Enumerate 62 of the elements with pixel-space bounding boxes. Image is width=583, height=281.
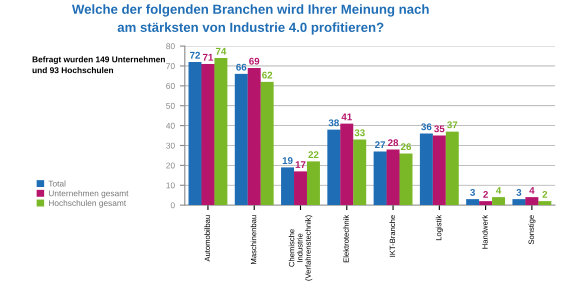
bar <box>538 201 552 206</box>
bar <box>214 58 228 206</box>
data-label: 4 <box>496 187 502 194</box>
text: Befragt wurden 149 Unternehmen und 93 Hochschulen <box>32 56 165 74</box>
data-label: 69 <box>249 58 260 65</box>
bar <box>400 153 412 206</box>
bar <box>432 136 446 206</box>
bar <box>386 149 400 206</box>
y-tick-label: 60 <box>166 83 175 89</box>
bar <box>281 167 294 206</box>
bar <box>248 68 261 206</box>
bar <box>374 151 387 206</box>
bar <box>234 74 248 206</box>
legend-label: Total <box>48 180 66 187</box>
bar <box>479 201 492 206</box>
data-label: 38 <box>328 119 339 126</box>
data-label: 22 <box>308 151 318 158</box>
y-tick-label: 40 <box>166 122 175 129</box>
data-label: 37 <box>447 121 458 128</box>
data-label: 19 <box>282 157 293 164</box>
y-tick-label: 30 <box>166 142 175 149</box>
bar <box>327 130 340 206</box>
data-label: 33 <box>354 129 365 136</box>
bar <box>294 171 307 206</box>
legend-label: Unternehmen gesamt <box>48 190 128 198</box>
data-label: 74 <box>216 48 226 55</box>
data-label: 28 <box>388 139 398 146</box>
data-label: 2 <box>542 190 548 198</box>
data-label: 71 <box>202 54 214 61</box>
bar <box>492 197 506 206</box>
data-label: 35 <box>434 125 444 132</box>
data-label: 41 <box>342 114 352 120</box>
bar <box>188 62 202 206</box>
bar <box>353 140 366 206</box>
bar <box>306 161 320 206</box>
y-tick-label: 70 <box>166 63 175 70</box>
y-tick-label: 20 <box>166 162 175 168</box>
legend-label: Hochschulen gesamt <box>49 200 126 208</box>
bar <box>446 132 459 206</box>
bar <box>201 64 214 206</box>
data-label: 17 <box>296 161 306 168</box>
bar <box>420 134 433 206</box>
bar <box>512 199 526 206</box>
bar <box>260 82 274 206</box>
bar <box>466 199 480 206</box>
data-label: 66 <box>236 64 246 71</box>
data-label: 4 <box>529 187 535 194</box>
chart-title: Welche der folgenden Branchen wird Ihrer Meinung nach am stärksten von Industrie 4.0 profitieren? <box>72 4 429 35</box>
y-tick-label: 0 <box>170 202 175 208</box>
bar <box>525 197 538 206</box>
y-tick-label: 80 <box>166 43 175 50</box>
data-label: 26 <box>400 143 412 150</box>
y-tick-label: 50 <box>166 102 175 109</box>
y-tick-label: 10 <box>166 182 175 188</box>
data-label: 72 <box>190 52 200 59</box>
data-label: 2 <box>483 190 488 198</box>
data-label: 36 <box>421 123 432 130</box>
data-label: 3 <box>470 188 475 196</box>
data-label: 3 <box>516 188 522 196</box>
data-label: 62 <box>262 72 272 79</box>
bar <box>340 124 354 206</box>
data-label: 27 <box>375 141 386 148</box>
